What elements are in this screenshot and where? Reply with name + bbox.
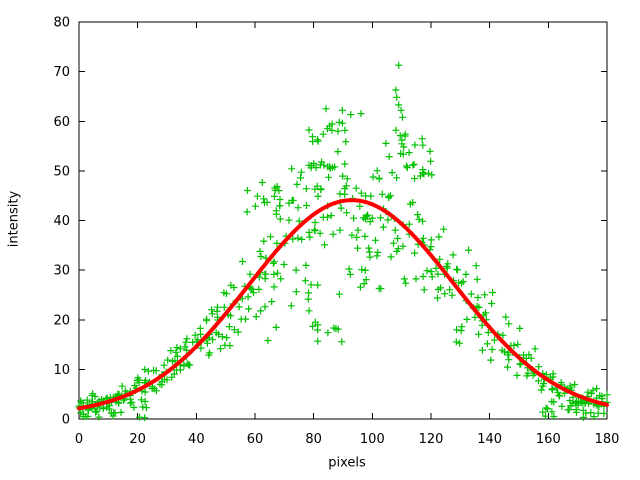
y-tick-label: 40 <box>53 214 70 229</box>
x-tick-label: 40 <box>188 432 205 447</box>
y-tick-label: 20 <box>53 313 70 328</box>
y-tick-label: 80 <box>53 16 70 31</box>
x-tick-label: 180 <box>595 432 620 447</box>
x-tick-label: 160 <box>536 432 561 447</box>
x-tick-label: 140 <box>477 432 502 447</box>
y-tick-label: 70 <box>53 65 70 80</box>
x-tick-label: 100 <box>360 432 385 447</box>
fit-curve <box>77 198 609 411</box>
y-tick-label: 50 <box>53 164 70 179</box>
x-tick-label: 0 <box>75 432 83 447</box>
y-tick-label: 10 <box>53 363 70 378</box>
y-tick-label: 0 <box>62 413 70 428</box>
x-tick-label: 80 <box>305 432 322 447</box>
x-axis-title: pixels <box>328 455 366 471</box>
x-tick-label: 60 <box>247 432 264 447</box>
y-tick-label: 30 <box>53 264 70 279</box>
x-tick-label: 120 <box>419 432 444 447</box>
y-tick-label: 60 <box>53 115 70 130</box>
plot-frame <box>78 21 608 420</box>
x-tick-label: 20 <box>129 432 146 447</box>
axis-ticks <box>78 21 608 420</box>
y-axis-title: intensity <box>6 190 22 248</box>
